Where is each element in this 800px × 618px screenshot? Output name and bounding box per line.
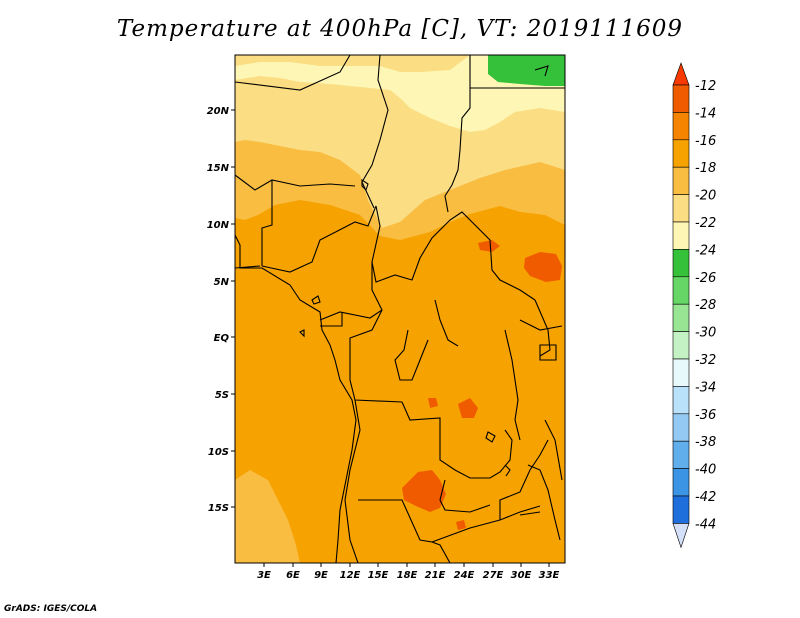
colorbar-box bbox=[672, 194, 690, 223]
colorbar-box bbox=[672, 84, 690, 113]
lon-axis: 3E 6E 9E 12E 15E 18E 21E 24E 27E 30E 33E bbox=[257, 563, 560, 581]
colorbar-box bbox=[672, 276, 690, 305]
colorbar-box bbox=[672, 468, 690, 497]
lon-tick-label: 9E bbox=[314, 570, 328, 581]
colorbar-label: -36 bbox=[695, 408, 716, 423]
colorbar-label: -44 bbox=[695, 517, 716, 532]
colorbar-box bbox=[672, 386, 690, 415]
colorbar-label: -38 bbox=[695, 435, 716, 450]
field-patch-green bbox=[488, 55, 565, 86]
colorbar-box bbox=[672, 303, 690, 332]
lon-tick-label: 30E bbox=[511, 570, 532, 581]
lat-tick-label: 20N bbox=[207, 106, 230, 117]
field-patch-warm-south bbox=[402, 470, 446, 512]
colorbar-label: -24 bbox=[695, 243, 716, 258]
colorbar-label: -14 bbox=[695, 106, 716, 121]
colorbar-label: -26 bbox=[695, 271, 716, 286]
lat-tick-label: 10N bbox=[207, 220, 230, 231]
lat-tick-label: 5N bbox=[214, 277, 230, 288]
colorbar-box bbox=[672, 139, 690, 168]
colorbar-box bbox=[672, 249, 690, 278]
colorbar-label: -16 bbox=[695, 134, 716, 149]
colorbar-label: -28 bbox=[695, 298, 716, 313]
lon-tick-label: 24E bbox=[454, 570, 475, 581]
lon-tick-label: 12E bbox=[340, 570, 361, 581]
lon-tick-label: 33E bbox=[539, 570, 560, 581]
colorbar-labels: -12 -14 -16 -18 -20 -22 -24 -26 -28 -30 -32 -34 -36 -… bbox=[695, 79, 716, 532]
colorbar-box bbox=[672, 221, 690, 250]
lon-tick-label: 18E bbox=[397, 570, 418, 581]
colorbar-top-arrow bbox=[672, 62, 690, 86]
lat-tick-label: 10S bbox=[208, 447, 229, 458]
map-title: Temperature at 400hPa [C], VT: 201911160… bbox=[116, 16, 684, 42]
lat-tick-label: 15N bbox=[207, 163, 230, 174]
country-borders bbox=[235, 55, 565, 563]
lon-tick-label: 21E bbox=[425, 570, 446, 581]
colorbar-label: -40 bbox=[695, 463, 716, 478]
lat-tick-label: 15S bbox=[208, 503, 229, 514]
map-frame bbox=[234, 54, 566, 564]
lat-tick-label: 5S bbox=[215, 390, 229, 401]
colorbar-label: -22 bbox=[695, 216, 716, 231]
field-band-pale-yellow bbox=[235, 55, 565, 132]
colorbar-box bbox=[672, 166, 690, 195]
lat-tick-label: EQ bbox=[214, 333, 230, 344]
footer-credit: GrADS: IGES/COLA bbox=[4, 604, 98, 614]
colorbar-label: -18 bbox=[695, 161, 716, 176]
colorbar-label: -34 bbox=[695, 380, 716, 395]
field-patch-warm-south-small bbox=[456, 520, 466, 530]
lat-axis: 20N 15N 10N 5N EQ 5S 10S 15S bbox=[207, 106, 235, 514]
colorbar-box bbox=[672, 358, 690, 387]
field-patch-warm-northeast bbox=[478, 240, 500, 252]
field-patch-southwest bbox=[235, 470, 300, 563]
lon-tick-label: 27E bbox=[483, 570, 504, 581]
colorbar-box bbox=[672, 112, 690, 141]
colorbar-bottom-arrow bbox=[672, 523, 690, 549]
field-patch-warm-small bbox=[428, 398, 438, 408]
lon-tick-label: 15E bbox=[368, 570, 389, 581]
colorbar-label: -12 bbox=[695, 79, 716, 94]
colorbar-box bbox=[672, 413, 690, 442]
colorbar-box bbox=[672, 331, 690, 360]
colorbar-boxes bbox=[672, 62, 690, 549]
colorbar-label: -42 bbox=[695, 490, 716, 505]
map-field bbox=[235, 55, 565, 563]
colorbar-box bbox=[672, 495, 690, 524]
colorbar-box bbox=[672, 440, 690, 469]
field-patch-warm-east bbox=[524, 252, 562, 282]
colorbar-label: -30 bbox=[695, 326, 716, 341]
colorbar-label: -20 bbox=[695, 189, 716, 204]
field-band-light-yellow-north bbox=[235, 55, 470, 72]
field-patch-warm-central bbox=[458, 398, 478, 418]
colorbar-label: -32 bbox=[695, 353, 716, 368]
lon-tick-label: 6E bbox=[286, 570, 300, 581]
lon-tick-label: 3E bbox=[257, 570, 271, 581]
